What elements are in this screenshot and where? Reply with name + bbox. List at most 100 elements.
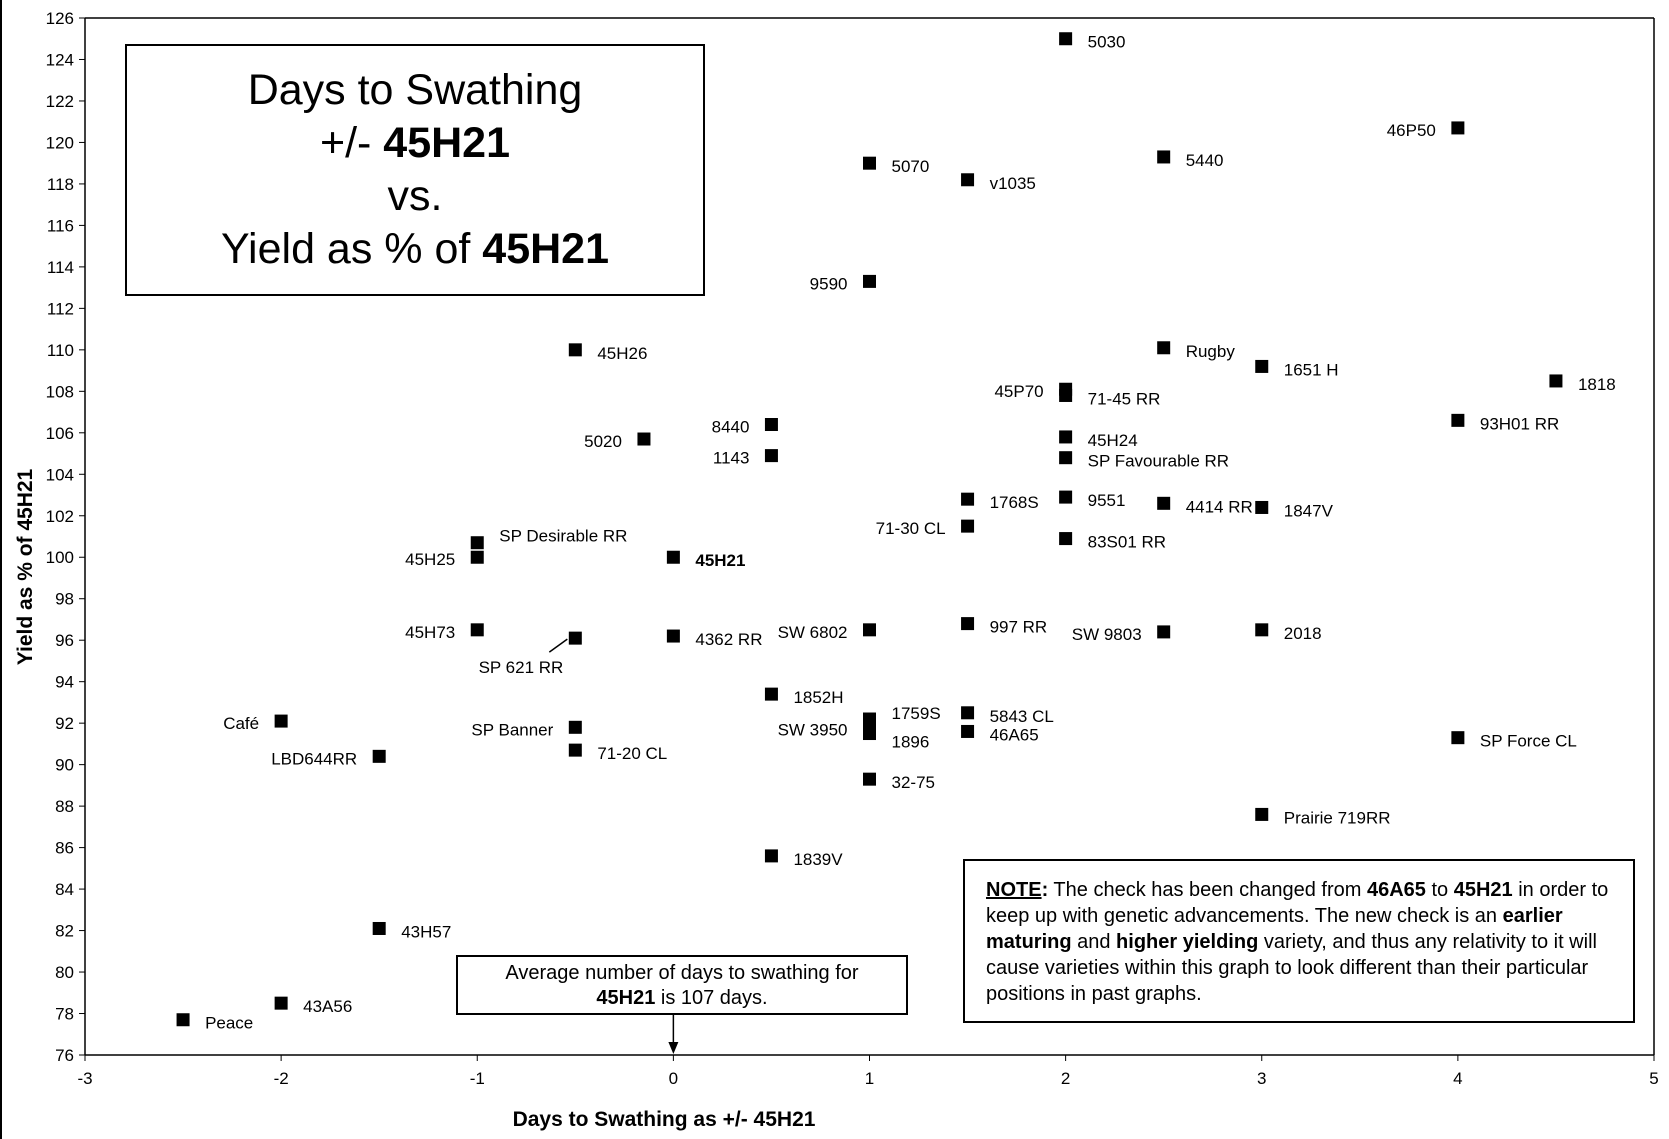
data-label: 46P50 <box>1387 121 1436 140</box>
data-point <box>863 156 876 170</box>
data-label: SP Force CL <box>1480 732 1577 751</box>
data-label: 5843 CL <box>990 707 1054 726</box>
data-point <box>470 623 484 637</box>
data-point <box>1255 359 1269 373</box>
data-point <box>1059 32 1073 46</box>
data-point <box>764 849 778 863</box>
y-tick-label: 110 <box>47 341 74 360</box>
title-line-4: Yield as % of 45H21 <box>221 223 609 276</box>
data-label: SP Desirable RR <box>499 527 627 546</box>
data-label: 46A65 <box>990 725 1039 744</box>
title-line-2-check: 45H21 <box>383 119 511 167</box>
data-label: 4362 RR <box>695 630 762 649</box>
data-label: 1896 <box>892 733 930 752</box>
y-tick-label: 104 <box>46 465 74 484</box>
data-label: 9551 <box>1088 491 1126 510</box>
data-point <box>1255 807 1269 821</box>
data-label: SP Favourable RR <box>1088 452 1229 471</box>
data-point <box>863 772 876 786</box>
data-label: 45H25 <box>405 550 455 569</box>
data-label: 45H21 <box>695 551 745 570</box>
data-label: 71-45 RR <box>1088 389 1161 408</box>
note-text-2: to <box>1425 879 1454 901</box>
average-days-check: 45H21 <box>596 987 656 1009</box>
y-tick-label: 116 <box>47 216 74 235</box>
y-tick-label: 84 <box>55 880 74 899</box>
note-text-3: in order to keep up with genetic advance… <box>986 879 1609 927</box>
data-point <box>764 418 778 432</box>
data-label: 43A56 <box>303 997 352 1016</box>
y-tick-label: 76 <box>55 1046 74 1065</box>
x-axis-label: Days to Swathing as +/- 45H21 <box>513 1108 816 1131</box>
data-label: SW 9803 <box>1072 625 1142 644</box>
y-tick-label: 90 <box>55 756 74 775</box>
data-point <box>470 536 484 550</box>
data-label: SP 621 RR <box>479 658 564 677</box>
title-line-2-prefix: +/- <box>319 119 384 167</box>
x-tick-label: -2 <box>274 1069 289 1088</box>
note-higher-yielding: higher yielding <box>1116 931 1259 953</box>
data-label: 83S01 RR <box>1088 533 1166 552</box>
chart-points: 5030 46P50 5070 5440 v1035 9590 45H26 Rugby 1651… <box>176 32 1616 1054</box>
note-new-check: 45H21 <box>1453 879 1513 901</box>
data-point <box>1157 150 1171 164</box>
note-text-1: The check has been changed from <box>1048 879 1367 901</box>
data-point <box>961 724 975 738</box>
chart-title-box: Days to Swathing +/- 45H21 vs. Yield as … <box>125 44 705 296</box>
data-label: 71-30 CL <box>876 519 946 538</box>
data-point <box>1255 500 1269 514</box>
y-tick-label: 80 <box>55 963 74 982</box>
data-label: 5030 <box>1088 33 1126 52</box>
data-label: 1768S <box>990 493 1039 512</box>
data-label: 1651 H <box>1284 360 1339 379</box>
data-point <box>568 343 582 357</box>
data-point <box>1059 430 1073 444</box>
data-point <box>961 706 975 720</box>
data-point <box>961 519 975 533</box>
y-tick-label: 86 <box>55 839 74 858</box>
data-label: LBD644RR <box>271 749 357 768</box>
data-point <box>1157 496 1171 510</box>
data-point <box>1549 374 1563 388</box>
note-heading-colon: : <box>1041 879 1049 901</box>
y-tick-label: 118 <box>47 175 74 194</box>
chart-ticks: 7678808284868890929496981001021041061081… <box>46 9 1659 1088</box>
data-label-leader-line <box>548 638 568 653</box>
data-label: Prairie 719RR <box>1284 808 1391 827</box>
x-tick-label: -1 <box>470 1069 485 1088</box>
data-point <box>568 743 582 757</box>
y-tick-label: 126 <box>46 9 74 28</box>
data-label: 5020 <box>584 432 622 451</box>
data-point <box>1451 413 1465 427</box>
y-tick-label: 106 <box>46 424 74 443</box>
data-point <box>863 727 876 741</box>
data-point <box>372 749 386 763</box>
data-label: 1852H <box>793 688 843 707</box>
data-point <box>1059 532 1073 546</box>
note-heading: NOTE <box>986 879 1042 901</box>
y-tick-label: 96 <box>55 631 74 650</box>
data-label: 1143 <box>713 449 750 468</box>
data-point <box>372 921 386 935</box>
y-tick-label: 124 <box>46 50 74 69</box>
data-label: 1818 <box>1578 375 1616 394</box>
data-label: Peace <box>205 1014 253 1033</box>
data-point <box>1157 341 1171 355</box>
data-point <box>1059 388 1073 402</box>
y-tick-label: 100 <box>46 548 74 567</box>
data-label: 45H73 <box>405 623 455 642</box>
average-days-line-2: 45H21 is 107 days. <box>458 986 906 1011</box>
y-tick-label: 94 <box>55 673 74 692</box>
y-tick-label: 122 <box>46 92 74 111</box>
x-tick-label: 5 <box>1649 1069 1658 1088</box>
y-tick-label: 120 <box>46 133 74 152</box>
x-tick-label: 1 <box>865 1069 874 1088</box>
y-tick-label: 92 <box>55 714 74 733</box>
data-label: Café <box>223 714 259 733</box>
data-point <box>176 1013 190 1027</box>
data-label: SP Banner <box>471 720 553 739</box>
x-tick-label: 2 <box>1061 1069 1070 1088</box>
average-days-box: Average number of days to swathing for 4… <box>456 955 908 1015</box>
data-label: 2018 <box>1284 624 1322 643</box>
title-line-2: +/- 45H21 <box>320 117 510 170</box>
